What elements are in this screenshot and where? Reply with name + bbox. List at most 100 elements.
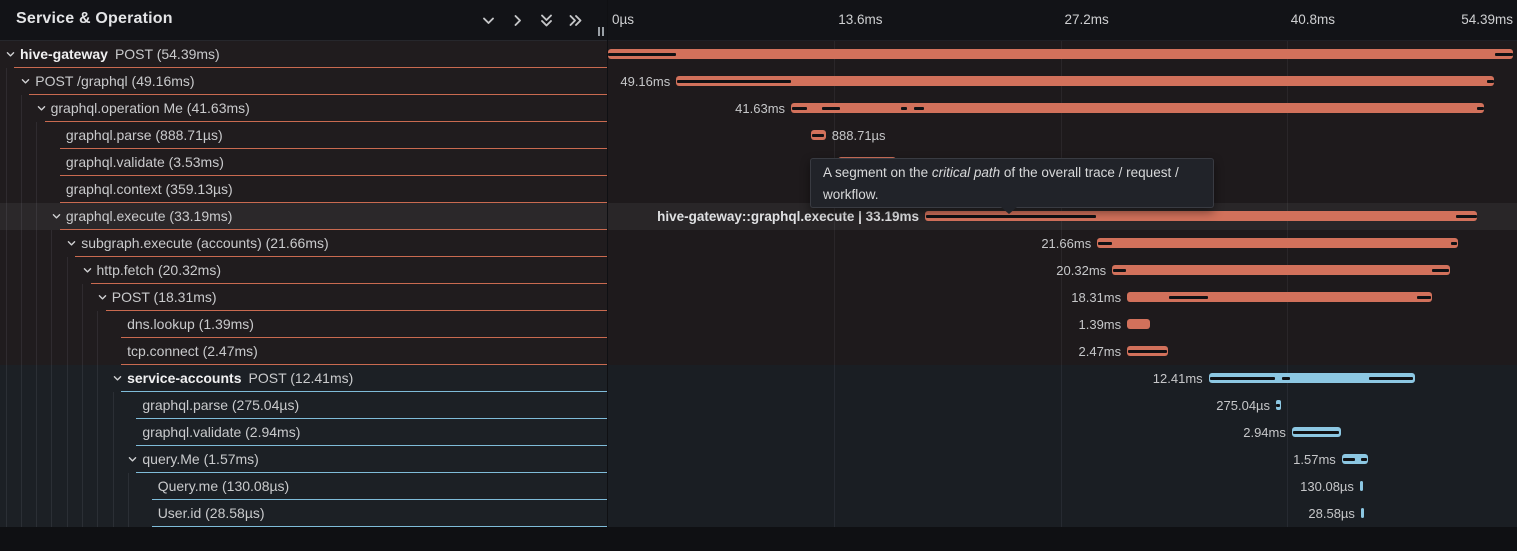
indent-guide (97, 311, 99, 338)
span-label: subgraph.execute (accounts) (21.66ms) (81, 235, 329, 251)
span-bar[interactable] (1127, 319, 1151, 329)
indent-guide (66, 311, 68, 338)
indent-guide (51, 500, 53, 527)
timeline-axis: 0µs 13.6ms 27.2ms 40.8ms 54.39ms (608, 0, 1517, 41)
span-tree-row[interactable]: graphql.validate (2.94ms) (0, 419, 607, 446)
axis-tick-label: 40.8ms (1290, 12, 1336, 27)
axis-tick-label: 0µs (612, 12, 635, 27)
span-tree-row[interactable]: POST (18.31ms) (0, 284, 607, 311)
indent-guide (82, 500, 83, 527)
span-label: graphql.validate (3.53ms) (65, 154, 224, 170)
expand-all-button[interactable] (538, 12, 555, 29)
collapse-all-button[interactable] (567, 12, 584, 29)
indent-guide (66, 365, 68, 392)
indent-guide (82, 419, 83, 446)
span-tree-row[interactable]: graphql.parse (275.04µs) (0, 392, 607, 419)
span-tree-row[interactable]: POST /graphql (49.16ms) (0, 68, 607, 95)
span-tree-row[interactable]: hive-gateway POST (54.39ms) (0, 41, 607, 68)
indent-guide (20, 203, 22, 230)
indent-guide (36, 149, 38, 176)
tooltip-caret (1001, 207, 1017, 214)
span-tree-row[interactable]: http.fetch (20.32ms) (0, 257, 607, 284)
timeline-row: 275.04µs (608, 392, 1517, 419)
indent-guide (20, 257, 22, 284)
row-divider (29, 94, 607, 95)
indent-guide (36, 392, 38, 419)
timeline-row: 41.63ms (608, 95, 1517, 122)
critical-path-segment (1369, 377, 1414, 380)
span-bar[interactable] (1359, 481, 1363, 491)
chevron-down-icon[interactable] (20, 76, 31, 87)
span-label: graphql.validate (2.94ms) (142, 424, 301, 440)
timeline-row: 21.66ms (608, 230, 1517, 257)
span-tree-row[interactable]: graphql.parse (888.71µs) (0, 122, 607, 149)
span-tree-row[interactable]: query.Me (1.57ms) (0, 446, 607, 473)
indent-guide (20, 419, 22, 446)
critical-path-segment (1210, 377, 1276, 380)
chevron-down-icon[interactable] (51, 211, 62, 222)
chevron-down-icon[interactable] (97, 292, 108, 303)
span-tree-row[interactable]: dns.lookup (1.39ms) (0, 311, 607, 338)
chevron-down-icon[interactable] (127, 454, 138, 465)
span-tree-row[interactable]: User.id (28.58µs) (0, 500, 607, 527)
chevron-down-icon[interactable] (66, 238, 77, 249)
span-bar[interactable] (1127, 292, 1432, 302)
indent-guide (36, 203, 38, 230)
indent-guide (20, 473, 22, 500)
span-tree-row[interactable]: Query.me (130.08µs) (0, 473, 607, 500)
span-tree-row[interactable]: graphql.operation Me (41.63ms) (0, 95, 607, 122)
indent-guide (5, 419, 7, 446)
span-tree-row[interactable]: service-accounts POST (12.41ms) (0, 365, 607, 392)
critical-path-segment (1416, 296, 1431, 299)
critical-path-segment (811, 134, 825, 137)
row-divider (59, 202, 607, 203)
collapse-one-button[interactable] (509, 12, 526, 29)
indent-guide (97, 338, 99, 365)
indent-guide (82, 338, 83, 365)
span-bar[interactable] (924, 211, 1478, 221)
span-bar[interactable] (1208, 373, 1416, 383)
indent-guide (36, 338, 38, 365)
span-label: Query.me (130.08µs) (157, 478, 290, 494)
span-tree-row[interactable]: graphql.execute (33.19ms) (0, 203, 607, 230)
indent-guide (20, 311, 22, 338)
span-label: graphql.operation Me (41.63ms) (50, 100, 250, 116)
panel-resize-handle[interactable] (597, 27, 607, 37)
duration-label: 2.94ms (1243, 425, 1286, 440)
indent-guide (20, 230, 22, 257)
chevron-down-icon[interactable] (5, 49, 16, 60)
row-divider (59, 148, 607, 149)
indent-guide (97, 392, 99, 419)
span-bar[interactable] (608, 49, 1513, 59)
chevron-down-icon[interactable] (82, 265, 93, 276)
duration-label: 49.16ms (620, 74, 671, 89)
span-bar[interactable] (1112, 265, 1451, 275)
expand-one-button[interactable] (480, 12, 497, 29)
span-bar[interactable] (676, 76, 1495, 86)
indent-guide (5, 68, 7, 95)
expand-collapse-controls (480, 12, 584, 29)
span-tree-row[interactable]: tcp.connect (2.47ms) (0, 338, 607, 365)
span-tree-row[interactable]: graphql.context (359.13µs) (0, 176, 607, 203)
indent-guide (82, 446, 83, 473)
chevron-down-icon[interactable] (112, 373, 123, 384)
row-divider (136, 418, 607, 419)
span-bar[interactable] (1360, 508, 1364, 518)
chevron-down-icon[interactable] (36, 103, 47, 114)
timeline-row: 18.31ms (608, 284, 1517, 311)
span-tree-row[interactable]: subgraph.execute (accounts) (21.66ms) (0, 230, 607, 257)
span-label: POST /graphql (49.16ms) (35, 73, 195, 89)
indent-guide (20, 446, 22, 473)
span-bar[interactable] (791, 103, 1484, 113)
span-label: hive-gateway POST (54.39ms) (20, 46, 220, 62)
panel-title: Service & Operation (16, 10, 173, 27)
duration-label: 2.47ms (1078, 344, 1122, 359)
critical-path-segment (791, 107, 808, 110)
indent-guide (36, 500, 38, 527)
timeline-row: 1.39ms (608, 311, 1517, 338)
duration-label: 28.58µs (1308, 506, 1355, 521)
span-bar[interactable] (1097, 238, 1458, 248)
span-tree-row[interactable]: graphql.validate (3.53ms) (0, 149, 607, 176)
row-divider (14, 67, 607, 68)
indent-guide (51, 338, 53, 365)
